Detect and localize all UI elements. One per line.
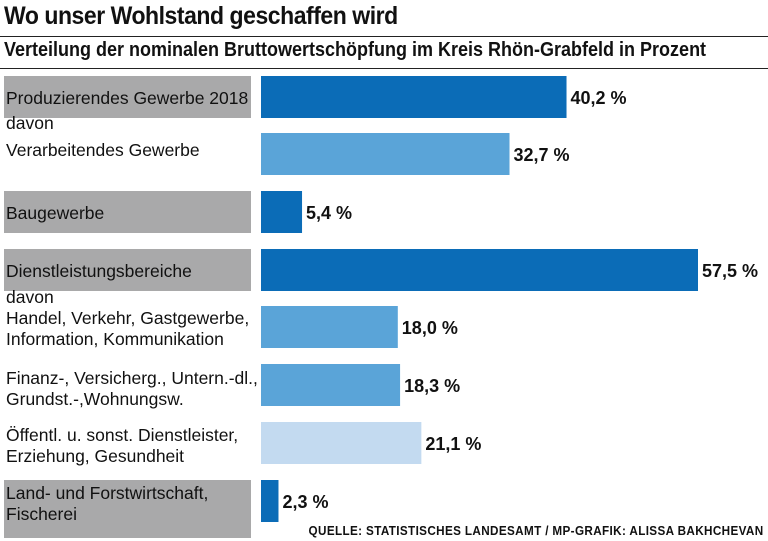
category-label-box [4, 480, 251, 538]
category-label: Land- und Forstwirtschaft, [6, 483, 208, 503]
data-bar [261, 249, 698, 291]
category-label: Produzierendes Gewerbe 2018 [6, 88, 248, 108]
data-bar [261, 133, 510, 175]
category-label: davon [6, 113, 54, 133]
title-rule [0, 36, 768, 37]
data-value-label: 18,3 % [404, 376, 460, 396]
data-bar [261, 480, 279, 522]
category-label: Grundst.-,Wohnungsw. [6, 389, 184, 409]
category-label: Erziehung, Gesundheit [6, 446, 184, 466]
category-label: davon [6, 287, 54, 307]
data-bar [261, 76, 567, 118]
category-label: Baugewerbe [6, 203, 104, 223]
data-value-label: 21,1 % [425, 434, 481, 454]
category-label: Verarbeitendes Gewerbe [6, 140, 200, 160]
data-value-label: 18,0 % [402, 318, 458, 338]
category-label: Dienstleistungsbereiche [6, 261, 192, 281]
chart-title: Wo unser Wohlstand geschaffen wird [4, 2, 398, 30]
data-bar [261, 191, 303, 233]
category-label-box [4, 191, 251, 233]
data-bar [261, 306, 398, 348]
source-note: QUELLE: STATISTISCHES LANDESAMT / MP-GRA… [308, 523, 764, 538]
data-value-label: 57,5 % [702, 261, 758, 281]
category-label-box [4, 76, 251, 118]
data-value-label: 32,7 % [514, 145, 570, 165]
chart-subtitle: Verteilung der nominalen Bruttowertschöp… [4, 39, 707, 61]
data-bar [261, 364, 401, 406]
category-label: Handel, Verkehr, Gastgewerbe, [6, 308, 249, 328]
category-label-box [4, 249, 251, 291]
category-label: Fischerei [6, 504, 77, 524]
category-label: Öffentl. u. sonst. Dienstleister, [6, 425, 238, 445]
data-value-label: 40,2 % [571, 88, 627, 108]
subtitle-rule [0, 68, 768, 69]
data-bar [261, 422, 422, 464]
category-label: Finanz-, Versicherg., Untern.-dl., [6, 368, 258, 388]
category-label: Information, Kommunikation [6, 329, 224, 349]
data-value-label: 5,4 % [306, 203, 352, 223]
data-value-label: 2,3 % [282, 492, 328, 512]
